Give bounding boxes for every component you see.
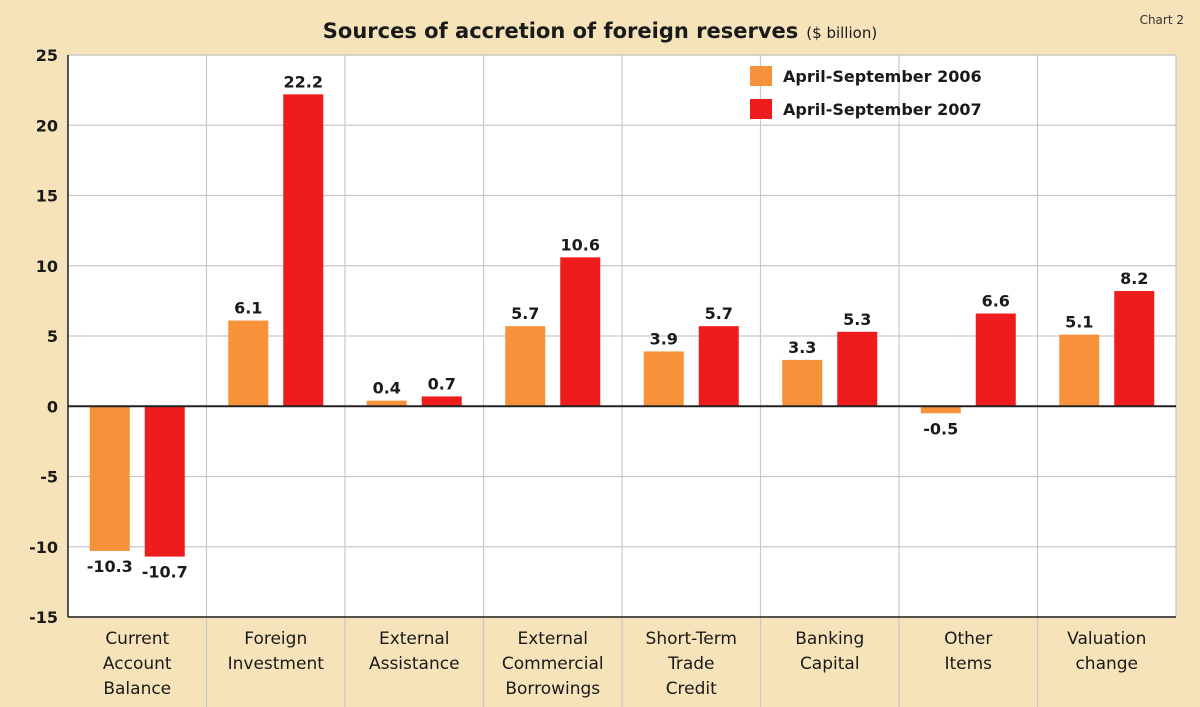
x-tick-label: Other Items [944, 629, 992, 674]
chart-title: Sources of accretion of foreign reserves… [323, 19, 877, 43]
data-label: -0.5 [923, 419, 958, 438]
bar-s1-c5 [643, 351, 684, 407]
data-label: 3.3 [788, 338, 816, 357]
data-label: 0.7 [428, 374, 456, 393]
data-label: 5.7 [511, 304, 539, 323]
x-tick-label-line: Commercial [502, 654, 604, 674]
x-tick-label: Short-Term Trade Credit [646, 629, 737, 699]
data-label: 6.1 [234, 299, 262, 318]
bar-s2-c7 [975, 313, 1016, 407]
data-label: 5.1 [1065, 313, 1093, 332]
bar-s2-c2 [283, 94, 324, 407]
legend-label: April-September 2007 [783, 100, 982, 119]
y-tick-label: -10 [29, 538, 58, 557]
data-label: 22.2 [284, 72, 323, 91]
data-label: 5.3 [843, 310, 871, 329]
chart-title-main: Sources of accretion of foreign reserves [323, 19, 798, 43]
x-tick-label: External Commercial Borrowings [502, 629, 604, 699]
y-tick-label: -15 [29, 608, 58, 627]
y-tick-label: 20 [36, 116, 58, 135]
x-tick-label-line: Credit [666, 679, 717, 699]
bar-s2-c4 [560, 257, 601, 407]
data-label: 8.2 [1120, 269, 1148, 288]
x-tick-label: Foreign Investment [228, 629, 325, 674]
legend-swatch [750, 99, 772, 119]
chart-number: Chart 2 [1140, 13, 1184, 27]
bar-s2-c1 [144, 406, 185, 557]
x-tick-label: External Assistance [369, 629, 460, 674]
y-tick-label: 5 [47, 327, 58, 346]
x-tick-label-line: Foreign [244, 629, 307, 649]
bar-s1-c3 [366, 400, 407, 407]
x-tick-label-line: Investment [228, 654, 325, 674]
x-tick-label-line: Other [944, 629, 992, 649]
bar-s2-c8 [1114, 291, 1155, 407]
data-label: -10.3 [87, 557, 133, 576]
data-label: 10.6 [561, 235, 600, 254]
x-tick-label-line: Banking [795, 629, 864, 649]
y-tick-label: -5 [40, 468, 58, 487]
x-tick-label-line: Assistance [369, 654, 460, 674]
x-tick-label: Current Account Balance [103, 629, 172, 699]
y-tick-label: 25 [36, 46, 58, 65]
legend-swatch [750, 66, 772, 86]
data-label: 3.9 [650, 329, 678, 348]
x-tick-label-line: Trade [667, 654, 715, 674]
x-tick-label-line: External [517, 629, 588, 649]
bar-s1-c8 [1059, 334, 1100, 407]
bar-s1-c7 [920, 406, 961, 414]
bar-s1-c1 [89, 406, 130, 551]
x-tick-label-line: Capital [800, 654, 860, 674]
x-tick-label-line: Current [105, 629, 169, 649]
x-tick-label-line: Items [944, 654, 992, 674]
y-tick-label: 0 [47, 397, 58, 416]
x-tick-label-line: Short-Term [646, 629, 737, 649]
x-tick-label-line: Borrowings [505, 679, 600, 699]
y-tick-label: 15 [36, 187, 58, 206]
bar-s1-c4 [505, 326, 546, 407]
bar-s2-c3 [421, 396, 462, 407]
data-label: 5.7 [705, 304, 733, 323]
bar-s1-c6 [782, 359, 823, 407]
y-tick-label: 10 [36, 257, 58, 276]
data-label: -10.7 [142, 563, 188, 582]
bar-s2-c6 [837, 331, 878, 407]
bar-s2-c5 [698, 326, 739, 407]
chart-title-unit: ($ billion) [806, 24, 877, 42]
data-label: 0.4 [373, 379, 401, 398]
x-tick-label-line: Balance [103, 679, 171, 699]
x-tick-label: Banking Capital [795, 629, 864, 674]
x-tick-label-line: Valuation [1067, 629, 1146, 649]
x-tick-label-line: change [1075, 654, 1138, 674]
x-tick-label: Valuation change [1067, 629, 1146, 674]
data-label: 6.6 [982, 292, 1010, 311]
legend-label: April-September 2006 [783, 67, 982, 86]
x-tick-label-line: Account [103, 654, 172, 674]
bar-s1-c2 [228, 320, 269, 407]
x-tick-label-line: External [379, 629, 450, 649]
